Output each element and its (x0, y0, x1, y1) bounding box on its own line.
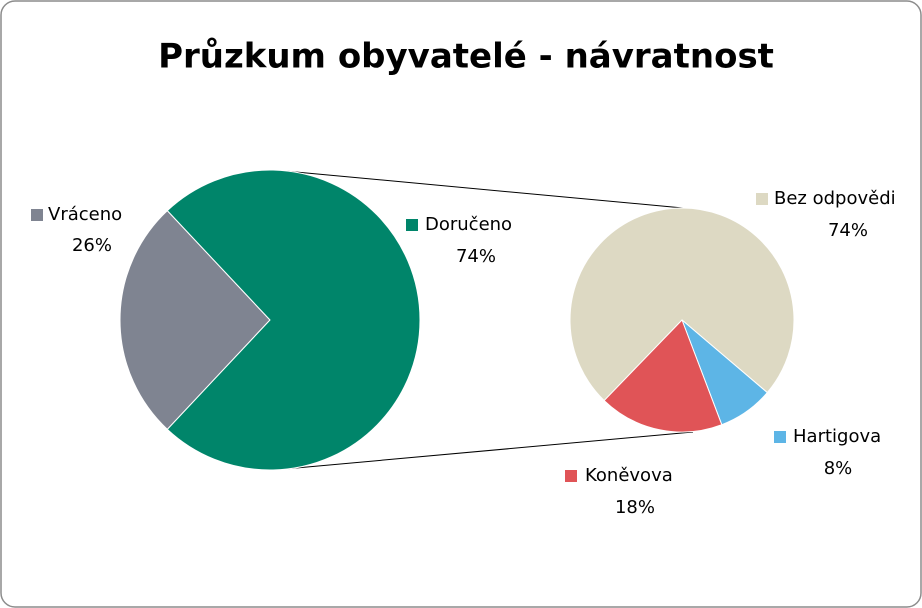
chart-title: Průzkum obyvatelé - návratnost (158, 37, 774, 77)
slice-label: Hartigova (793, 426, 881, 447)
connector-line (284, 431, 694, 470)
slice-value-label: 74% (828, 220, 868, 241)
legend-swatch (406, 219, 418, 231)
slice-label: Bez odpovědi (774, 188, 896, 209)
slice-label: Koněvova (585, 465, 673, 486)
legend-swatch (774, 431, 786, 443)
legend-swatch (31, 209, 43, 221)
slice-label: Doručeno (425, 214, 512, 235)
slice-value-label: 26% (72, 235, 112, 256)
pie-slice (166, 169, 421, 471)
slice-value-label: 18% (615, 497, 655, 518)
pie-slice (603, 319, 723, 433)
slice-value-label: 74% (456, 246, 496, 267)
legend-swatch (756, 193, 768, 205)
legend-swatch (565, 470, 577, 482)
pie-slice (569, 207, 795, 402)
slice-value-label: 8% (824, 458, 853, 479)
connector-line (284, 170, 684, 209)
pie-slice (119, 209, 271, 431)
slice-label: Vráceno (48, 204, 122, 225)
